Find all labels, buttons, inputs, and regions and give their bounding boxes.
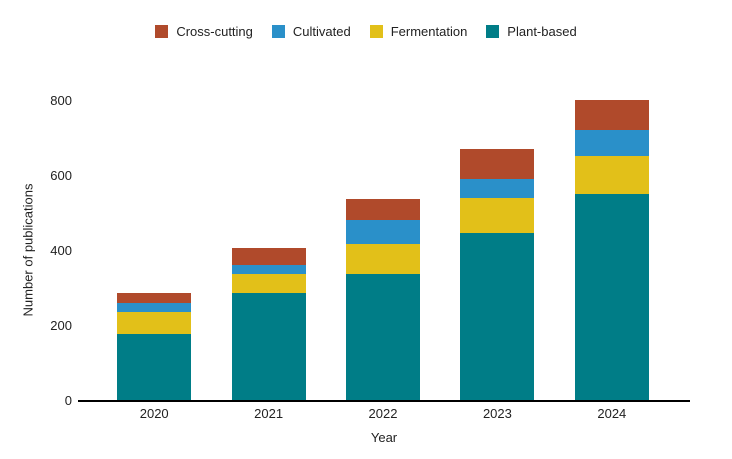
bar-slot-2024 (555, 100, 669, 400)
stacked-bar-2023[interactable] (460, 148, 535, 400)
bar-segment-2024-cultivated[interactable] (574, 130, 649, 157)
legend-swatch-icon (271, 25, 285, 38)
y-tick-label: 800 (50, 93, 72, 108)
legend-swatch-icon (155, 25, 169, 38)
legend-item-cultivated[interactable]: Cultivated (271, 24, 351, 39)
bar-segment-2022-fermentation[interactable] (346, 244, 421, 275)
bar-segment-2020-plant-based[interactable] (117, 334, 192, 400)
bar-slot-2023 (440, 100, 554, 400)
legend-swatch-icon (486, 25, 500, 38)
x-tick-label-2022: 2022 (368, 406, 398, 421)
bars-row (97, 100, 669, 400)
bar-slot-2021 (211, 100, 325, 400)
plot-area (78, 100, 690, 402)
y-tick-label: 400 (50, 243, 72, 258)
bar-slot-2020 (97, 100, 211, 400)
bar-segment-2020-cross-cutting[interactable] (117, 293, 192, 303)
legend-label: Plant-based (507, 24, 577, 39)
bar-segment-2023-cultivated[interactable] (460, 178, 535, 198)
bar-segment-2023-plant-based[interactable] (460, 233, 535, 400)
legend-item-plant-based[interactable]: Plant-based (486, 24, 577, 39)
legend-swatch-icon (369, 25, 383, 38)
y-tick-label: 600 (50, 168, 72, 183)
bar-segment-2024-plant-based[interactable] (574, 193, 649, 400)
x-tick-label-2024: 2024 (597, 406, 627, 421)
bar-segment-2022-plant-based[interactable] (346, 274, 421, 400)
stacked-bar-2020[interactable] (117, 293, 192, 400)
bar-segment-2022-cross-cutting[interactable] (346, 199, 421, 220)
stacked-bar-2024[interactable] (574, 100, 649, 400)
y-tick-label: 0 (64, 393, 72, 408)
legend-label: Fermentation (390, 24, 468, 39)
bar-segment-2021-cross-cutting[interactable] (231, 248, 306, 265)
bar-segment-2023-fermentation[interactable] (460, 197, 535, 234)
legend-item-cross-cutting[interactable]: Cross-cutting (155, 24, 253, 39)
bar-segment-2021-cultivated[interactable] (231, 265, 306, 275)
x-tick-label-2023: 2023 (482, 406, 512, 421)
bar-segment-2021-plant-based[interactable] (231, 293, 306, 400)
bar-slot-2022 (326, 100, 440, 400)
legend-label: Cultivated (292, 24, 351, 39)
legend-label: Cross-cutting (176, 24, 253, 39)
bar-segment-2024-fermentation[interactable] (574, 156, 649, 194)
legend: Cross-cutting Cultivated Fermentation Plant… (0, 24, 732, 39)
y-tick-label: 200 (50, 318, 72, 333)
bar-segment-2020-cultivated[interactable] (117, 302, 192, 312)
legend-item-fermentation[interactable]: Fermentation (369, 24, 468, 39)
bar-segment-2020-fermentation[interactable] (117, 311, 192, 335)
x-axis-title: Year (370, 430, 398, 445)
x-tick-label-2021: 2021 (254, 406, 284, 421)
bar-segment-2021-fermentation[interactable] (231, 274, 306, 294)
x-tick-label-2020: 2020 (139, 406, 169, 421)
bar-segment-2024-cross-cutting[interactable] (574, 100, 649, 130)
stacked-bar-2022[interactable] (346, 199, 421, 400)
bar-segment-2022-cultivated[interactable] (346, 220, 421, 245)
bar-segment-2023-cross-cutting[interactable] (460, 148, 535, 179)
x-axis-tick-labels: 2020 2021 2022 2023 2024 (97, 406, 669, 421)
stacked-bar-2021[interactable] (231, 248, 306, 400)
